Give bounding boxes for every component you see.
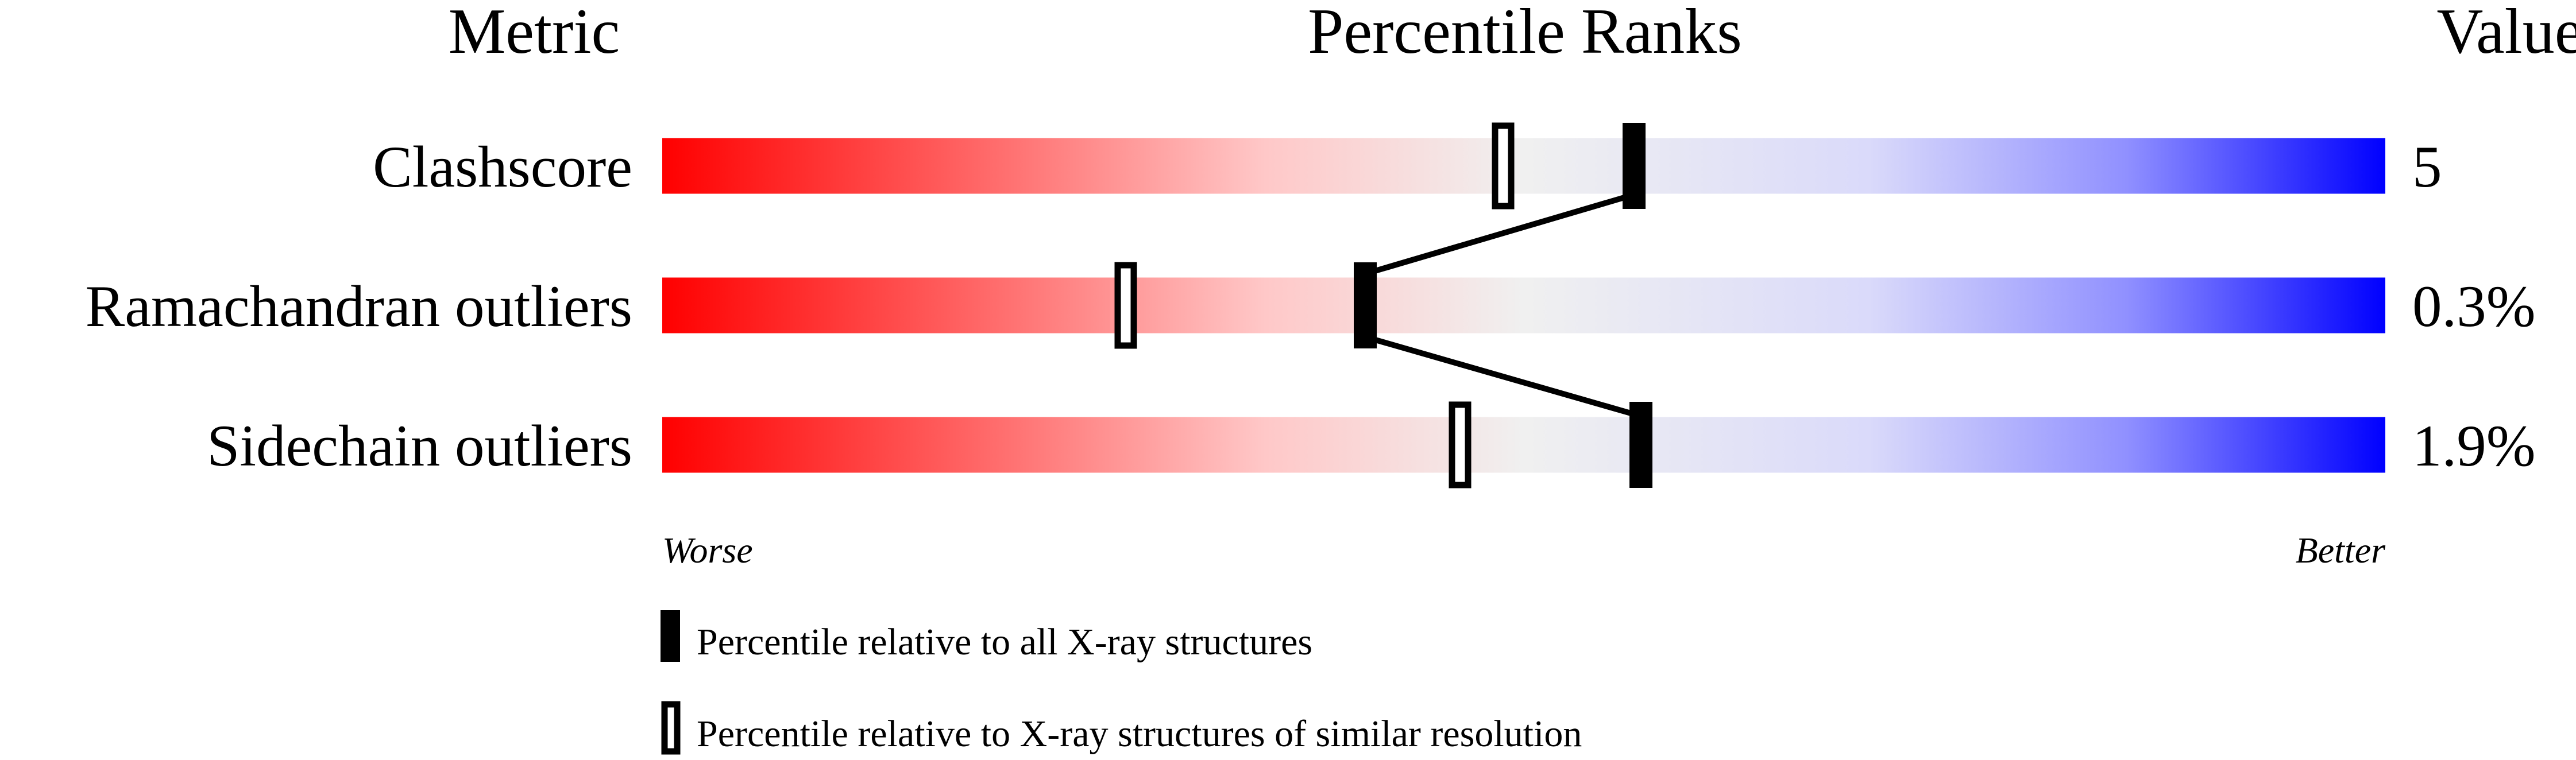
metric-value: 0.3% [2412,274,2536,339]
percentile-bar [662,277,2385,334]
legend-open-marker [661,701,681,755]
metric-value: 5 [2412,134,2442,200]
connector-line [1364,334,1642,419]
metric-label: Sidechain outliers [207,413,632,479]
similar-resolution-marker [1449,401,1472,488]
metric-label: Clashscore [373,134,632,200]
worse-label: Worse [662,530,753,571]
metric-row: Clashscore 5 [373,122,2442,210]
header-percentile-ranks: Percentile Ranks [1308,0,1742,67]
metric-row: Ramachandran outliers 0.3% [86,262,2536,349]
legend-filled-marker [661,610,680,662]
connector-line [1364,192,1635,277]
legend-similar-label: Percentile relative to X-ray structures … [697,713,1582,755]
header-metric: Metric [449,0,620,67]
percentile-bar [662,138,2385,194]
percentile-bar [662,417,2385,473]
legend-all-label: Percentile relative to all X-ray structu… [697,621,1312,663]
better-label: Better [2296,530,2386,571]
metric-row: Sidechain outliers 1.9% [207,401,2536,488]
metric-value: 1.9% [2412,413,2536,479]
metric-label: Ramachandran outliers [86,274,632,339]
similar-resolution-marker [1492,122,1515,210]
similar-resolution-marker [1114,262,1137,349]
all-structures-marker [1354,262,1377,348]
header-value: Value [2436,0,2576,67]
